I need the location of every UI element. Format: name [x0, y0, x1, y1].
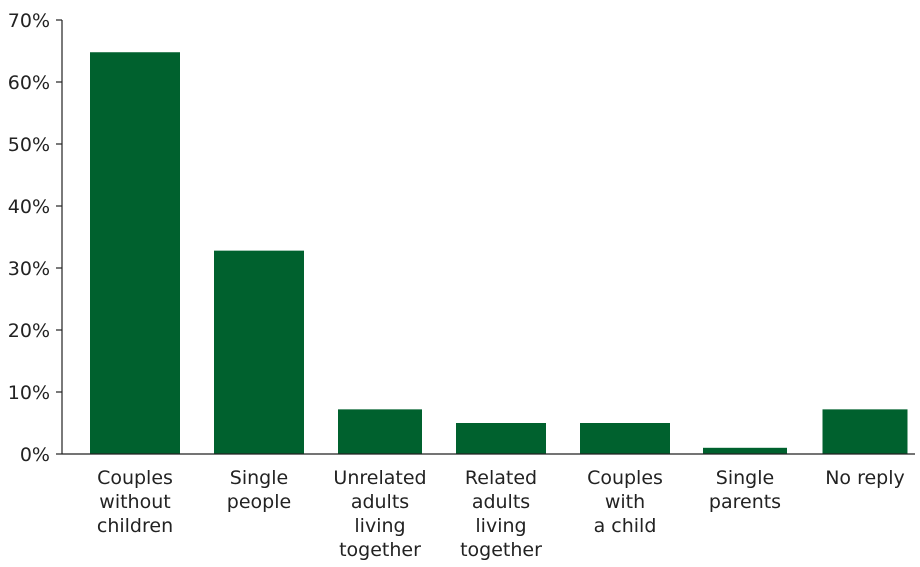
x-category-label-line: living: [475, 515, 526, 537]
bar: [703, 447, 787, 454]
bar: [456, 423, 546, 454]
x-category-label-line: together: [339, 539, 421, 561]
x-category-label-line: Single: [230, 467, 288, 489]
y-tick-label: 40%: [8, 196, 50, 218]
x-category-label-line: without: [99, 491, 170, 513]
y-tick-label: 30%: [8, 258, 50, 280]
x-category-label: Related adults living together: [460, 467, 542, 561]
x-category-label-line: with: [605, 491, 645, 513]
bar: [90, 52, 180, 455]
x-category-label-line: Single: [716, 467, 774, 489]
x-category-label-line: living: [354, 515, 405, 537]
y-tick-label: 70%: [8, 10, 50, 32]
x-category-label-line: parents: [709, 491, 781, 513]
x-category-label: No reply: [825, 467, 905, 489]
x-category-label-line: Couples: [587, 467, 663, 489]
x-category-label-line: Couples: [97, 467, 173, 489]
bar: [822, 409, 908, 454]
x-category-label-line: Related: [465, 467, 537, 489]
bars-group: [90, 52, 908, 455]
bar: [338, 409, 422, 454]
bar: [214, 250, 304, 454]
x-category-label: Single parents: [709, 467, 781, 513]
y-axis-ticks: 0% 10% 20% 30% 40% 50% 60% 70%: [8, 10, 62, 466]
y-tick-label: 0%: [20, 444, 50, 466]
x-category-label: Couples with a child: [587, 467, 663, 537]
x-category-label-line: Unrelated: [333, 467, 426, 489]
x-category-label-line: adults: [472, 491, 530, 513]
x-category-label-line: children: [97, 515, 173, 537]
x-category-label: Couples without children: [97, 467, 173, 537]
y-tick-label: 60%: [8, 72, 50, 94]
x-category-label-line: a child: [594, 515, 657, 537]
bar: [580, 423, 670, 454]
x-category-label-line: adults: [351, 491, 409, 513]
x-category-label: Single people: [227, 467, 291, 513]
x-category-label-line: No reply: [825, 467, 905, 489]
x-category-label: Unrelated adults living together: [333, 467, 426, 561]
x-category-label-line: people: [227, 491, 291, 513]
x-category-label-line: together: [460, 539, 542, 561]
y-tick-label: 10%: [8, 382, 50, 404]
y-tick-label: 20%: [8, 320, 50, 342]
y-tick-label: 50%: [8, 134, 50, 156]
